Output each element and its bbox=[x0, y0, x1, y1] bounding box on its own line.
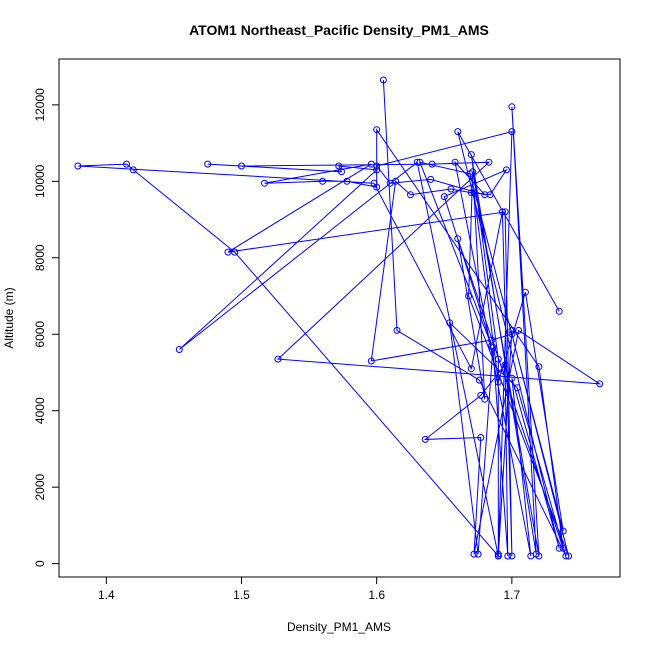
data-point bbox=[596, 380, 604, 388]
data-point bbox=[231, 248, 239, 256]
data-point bbox=[393, 326, 401, 334]
series-layer bbox=[74, 76, 604, 560]
data-point bbox=[454, 128, 462, 136]
data-point bbox=[486, 191, 494, 199]
data-point bbox=[470, 189, 478, 197]
data-point bbox=[466, 170, 474, 178]
y-axis-label: Altitude (m) bbox=[2, 287, 16, 348]
data-point bbox=[175, 346, 183, 353]
data-point bbox=[474, 550, 482, 558]
data-point bbox=[204, 160, 212, 168]
data-point bbox=[407, 191, 414, 199]
data-point bbox=[465, 292, 473, 300]
data-point bbox=[559, 527, 567, 535]
data-point bbox=[238, 162, 245, 170]
data-point bbox=[475, 376, 483, 384]
data-point bbox=[224, 248, 232, 256]
x-tick-label: 1.4 bbox=[98, 588, 115, 602]
data-point bbox=[498, 208, 506, 216]
data-point bbox=[513, 384, 521, 392]
data-point bbox=[261, 179, 268, 187]
data-point bbox=[494, 550, 502, 558]
data-point bbox=[451, 158, 459, 166]
data-point bbox=[379, 76, 387, 84]
data-point bbox=[335, 162, 343, 170]
data-point bbox=[481, 395, 489, 403]
data-point bbox=[392, 177, 400, 185]
x-tick-label: 1.7 bbox=[504, 588, 521, 602]
data-point bbox=[454, 235, 462, 243]
data-point bbox=[319, 177, 327, 185]
data-point bbox=[467, 365, 475, 373]
data-point bbox=[421, 435, 429, 443]
y-tick-label: 8000 bbox=[33, 244, 47, 271]
data-point bbox=[477, 434, 485, 441]
data-point bbox=[508, 552, 516, 560]
data-point bbox=[508, 128, 516, 136]
y-tick-label: 0 bbox=[33, 560, 47, 567]
data-point bbox=[470, 550, 478, 558]
data-point bbox=[74, 162, 82, 170]
y-axis: 0 2000 4000 6000 8000 10000 12000 bbox=[33, 88, 60, 567]
series-line bbox=[77, 79, 602, 558]
data-point bbox=[508, 374, 516, 382]
data-point bbox=[485, 158, 493, 166]
chart-title: ATOM1 Northeast_Pacific Density_PM1_AMS bbox=[189, 22, 489, 38]
data-point bbox=[467, 189, 475, 197]
y-tick-label: 2000 bbox=[33, 473, 47, 500]
y-tick-label: 4000 bbox=[33, 397, 47, 424]
data-point bbox=[559, 544, 567, 552]
data-point bbox=[565, 552, 573, 560]
data-point bbox=[562, 552, 570, 560]
x-tick-label: 1.6 bbox=[368, 588, 385, 602]
data-point bbox=[508, 103, 516, 111]
data-point bbox=[416, 158, 424, 166]
data-point bbox=[343, 177, 351, 185]
data-point bbox=[446, 319, 454, 327]
x-tick-label: 1.5 bbox=[233, 588, 250, 602]
data-point bbox=[413, 158, 421, 166]
data-point bbox=[489, 344, 497, 352]
data-point bbox=[123, 160, 131, 168]
y-tick-label: 12000 bbox=[33, 88, 47, 122]
data-point bbox=[427, 175, 435, 183]
data-point bbox=[494, 552, 502, 560]
data-point bbox=[440, 193, 448, 201]
data-point bbox=[494, 378, 502, 386]
data-point bbox=[447, 185, 455, 193]
y-tick-label: 6000 bbox=[33, 321, 47, 348]
data-point bbox=[338, 168, 345, 176]
y-tick-label: 10000 bbox=[33, 164, 47, 198]
data-point bbox=[467, 151, 475, 159]
data-point bbox=[555, 307, 563, 315]
data-point bbox=[373, 126, 381, 134]
data-point bbox=[477, 391, 485, 399]
data-point bbox=[274, 355, 282, 363]
data-point bbox=[521, 288, 529, 296]
x-axis: 1.4 1.5 1.6 1.7 bbox=[98, 576, 521, 602]
data-point bbox=[481, 191, 489, 199]
data-point bbox=[555, 544, 563, 552]
data-point bbox=[373, 166, 381, 174]
data-point bbox=[504, 552, 512, 560]
data-point bbox=[535, 552, 543, 560]
data-point bbox=[508, 330, 516, 338]
data-point bbox=[535, 363, 543, 371]
data-point bbox=[508, 326, 516, 334]
data-point bbox=[367, 357, 375, 365]
data-point bbox=[494, 355, 502, 363]
data-point bbox=[502, 166, 510, 174]
data-point bbox=[501, 361, 509, 369]
data-point bbox=[367, 160, 375, 168]
x-axis-label: Density_PM1_AMS bbox=[287, 620, 391, 634]
data-point bbox=[501, 208, 509, 216]
data-point bbox=[488, 342, 496, 350]
data-point bbox=[428, 160, 436, 168]
data-point bbox=[129, 166, 137, 174]
data-point bbox=[515, 326, 523, 334]
data-point bbox=[370, 179, 378, 187]
